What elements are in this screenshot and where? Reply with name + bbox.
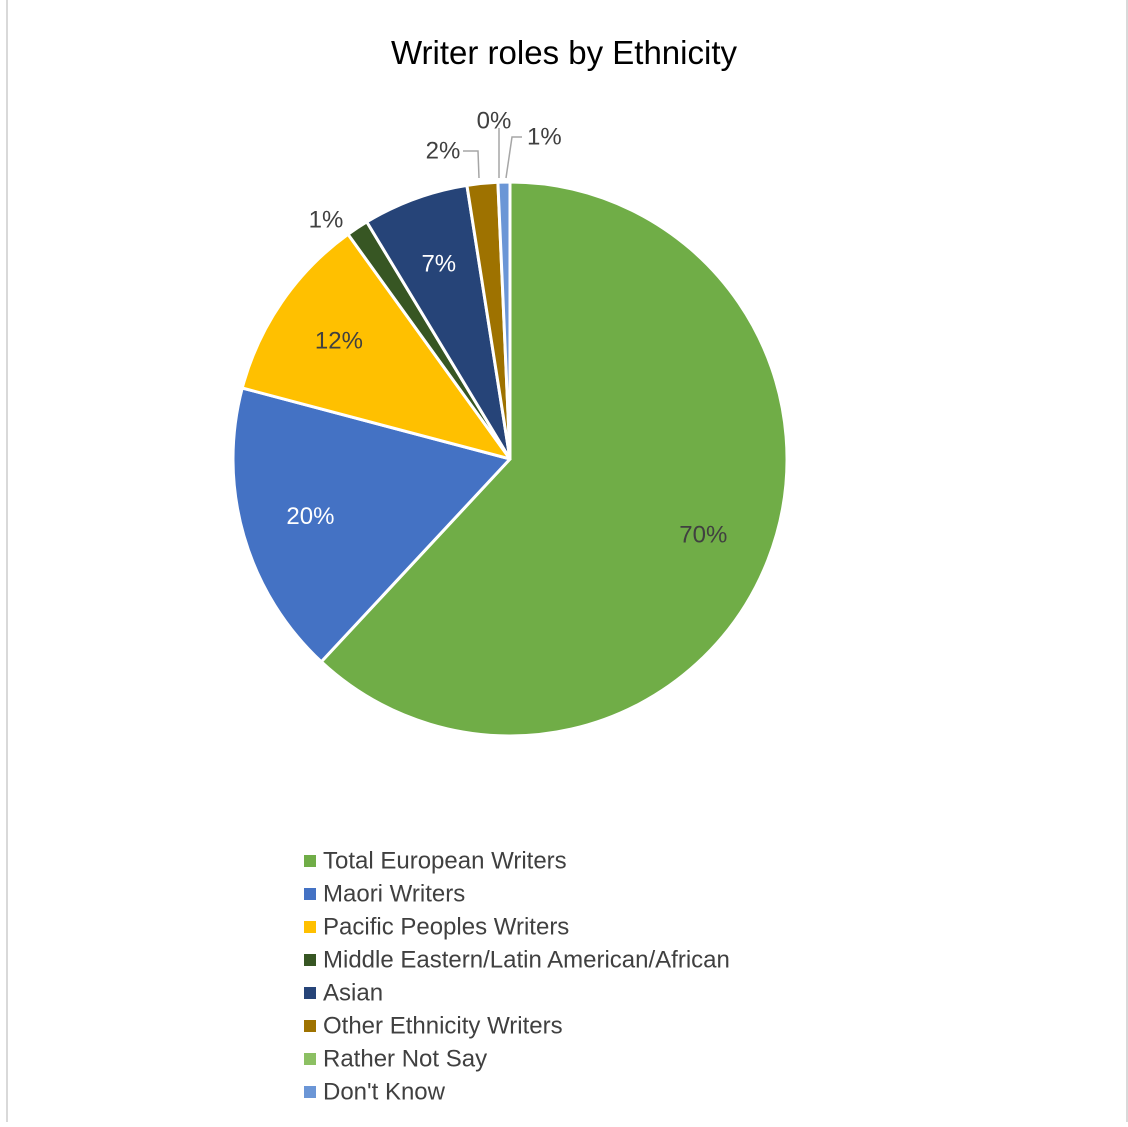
chart-border-left xyxy=(6,0,8,1122)
leader-lines xyxy=(463,128,522,179)
pie-slices xyxy=(231,180,789,738)
data-label-maori-writers: 20% xyxy=(286,503,334,530)
legend-swatch-asian xyxy=(304,987,316,999)
legend-label-asian: Asian xyxy=(323,980,383,1007)
chart-border-right xyxy=(1126,0,1128,1122)
legend-label-other-ethnicity-writers: Other Ethnicity Writers xyxy=(323,1013,563,1040)
slice-total-european-writers xyxy=(319,180,789,738)
legend-label-maori-writers: Maori Writers xyxy=(323,881,465,908)
legend-swatch-other-ethnicity-writers xyxy=(304,1020,316,1032)
legend-swatch-maori-writers xyxy=(304,888,316,900)
legend-swatch-don-t-know xyxy=(304,1086,316,1098)
data-label-other-ethnicity-writers: 2% xyxy=(426,138,461,165)
chart-title: Writer roles by Ethnicity xyxy=(391,34,737,71)
legend-label-pacific-peoples-writers: Pacific Peoples Writers xyxy=(323,914,569,941)
slice-maori-writers xyxy=(231,386,512,664)
data-labels: 70% 20% 12% 1% 7% 2% 0% 1% xyxy=(286,108,727,549)
data-label-asian: 7% xyxy=(421,250,456,277)
data-label-pacific-peoples-writers: 12% xyxy=(315,328,363,355)
data-label-middle-eastern-latin-american-african: 1% xyxy=(309,207,344,234)
legend-label-don-t-know: Don't Know xyxy=(323,1079,446,1106)
legend-swatch-pacific-peoples-writers xyxy=(304,921,316,933)
legend-label-rather-not-say: Rather Not Say xyxy=(323,1046,487,1073)
slice-don-t-know xyxy=(496,180,512,461)
legend-label-total-european-writers: Total European Writers xyxy=(323,848,567,875)
leader-line-other-ethnicity-writers xyxy=(463,150,480,179)
leader-line-don-t-know xyxy=(505,136,522,179)
legend-swatch-total-european-writers xyxy=(304,855,316,867)
slice-pacific-peoples-writers xyxy=(240,232,512,461)
data-label-rather-not-say: 0% xyxy=(477,108,512,135)
data-label-don-t-know: 1% xyxy=(527,124,562,151)
data-label-total-european-writers: 70% xyxy=(679,522,727,549)
legend-swatch-middle-eastern-latin-american-african xyxy=(304,954,316,966)
legend-label-middle-eastern-latin-american-african: Middle Eastern/Latin American/African xyxy=(323,947,730,974)
legend: Total European Writers Maori Writers Pacif… xyxy=(304,848,730,1106)
legend-swatch-rather-not-say xyxy=(304,1053,316,1065)
